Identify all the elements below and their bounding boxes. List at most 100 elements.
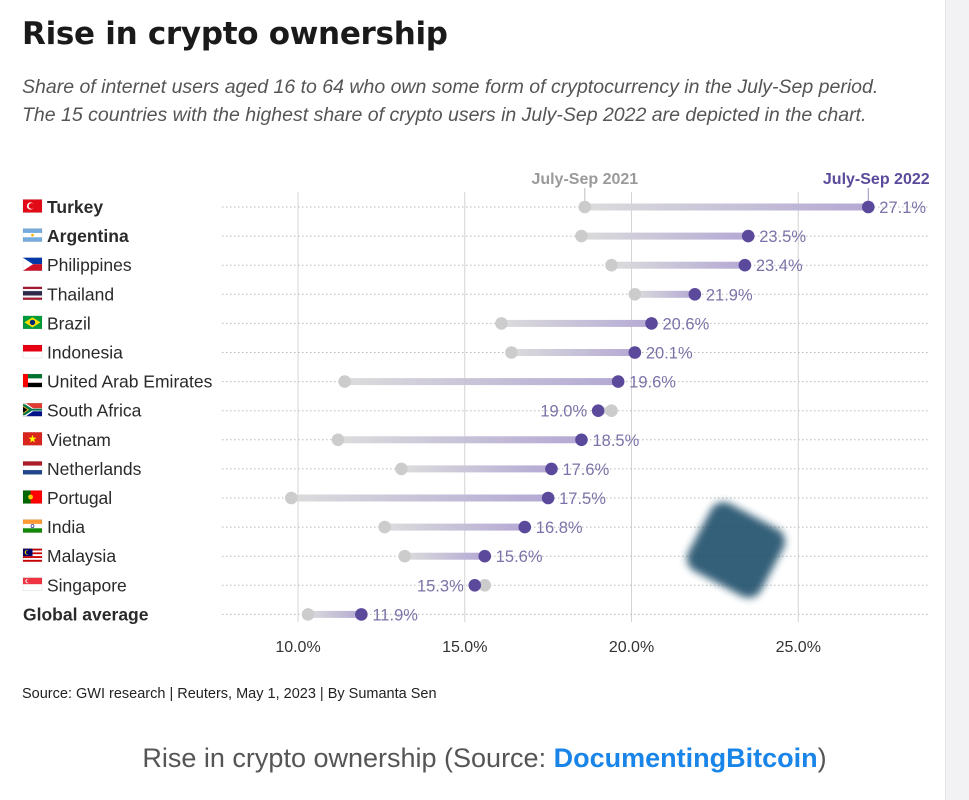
flag-part bbox=[28, 494, 33, 500]
figure-caption: Rise in crypto ownership (Source: Docume… bbox=[0, 743, 969, 774]
value-label-2022: 17.5% bbox=[559, 490, 606, 508]
flag-part bbox=[26, 579, 31, 583]
dot-2022 bbox=[628, 346, 642, 359]
dot-2022 bbox=[611, 375, 625, 388]
flag-border bbox=[22, 490, 43, 504]
dot-2022 bbox=[575, 433, 588, 447]
flag-part bbox=[23, 406, 28, 413]
value-label-2022: 20.1% bbox=[646, 345, 693, 363]
value-label-2022: 17.6% bbox=[562, 461, 609, 479]
flag-part bbox=[23, 404, 42, 416]
dumbbell-chart: 10.0% 15.0% 20.0% 25.0% July-Sep 2021 July-Se… bbox=[22, 171, 930, 656]
flag-part bbox=[23, 490, 31, 504]
flag-part bbox=[23, 257, 42, 265]
country-label: South Africa bbox=[47, 401, 142, 421]
dot-2022 bbox=[738, 258, 752, 272]
flag-part bbox=[23, 257, 33, 271]
flag-border bbox=[22, 548, 43, 562]
value-label-2022: 15.3% bbox=[417, 577, 464, 595]
flag-part bbox=[23, 461, 42, 466]
flag-border bbox=[22, 432, 43, 446]
flag-part bbox=[23, 291, 42, 296]
documenting-bitcoin-link[interactable]: DocumentingBitcoin bbox=[553, 743, 818, 773]
legend-label-2022: July-Sep 2022 bbox=[823, 171, 930, 188]
connector-bar bbox=[401, 465, 552, 473]
dot-2022 bbox=[541, 491, 555, 505]
chart-row-united-arab-emirates: United Arab Emirates 19.6% bbox=[22, 372, 930, 392]
country-label: Argentina bbox=[47, 226, 129, 246]
country-label: Malaysia bbox=[47, 546, 116, 566]
india-flag bbox=[22, 519, 43, 533]
country-label: Brazil bbox=[47, 313, 91, 333]
dot-2021 bbox=[398, 549, 412, 563]
flag-border bbox=[22, 519, 43, 533]
chart-row-south-africa: South Africa 19.0% bbox=[22, 401, 930, 421]
flag-border bbox=[22, 257, 43, 271]
dot-2022 bbox=[518, 520, 532, 534]
flag-part bbox=[23, 556, 42, 558]
connector-bar bbox=[384, 523, 525, 531]
dot-2022 bbox=[545, 462, 558, 476]
dot-2021 bbox=[495, 317, 508, 330]
flag-part bbox=[23, 465, 42, 471]
chart-subtitle-line-2: The 15 countries with the highest share … bbox=[22, 104, 867, 126]
dot-2021 bbox=[628, 288, 642, 301]
uae-flag bbox=[22, 373, 43, 388]
chart-row-singapore: Singapore 15.3% bbox=[22, 575, 930, 595]
chart-row-philippines: Philippines 23.4% bbox=[22, 255, 930, 275]
flag-part bbox=[23, 264, 42, 271]
netherlands-flag bbox=[22, 461, 43, 475]
x-tick-label: 25.0% bbox=[776, 639, 821, 656]
x-tick-label: 15.0% bbox=[442, 639, 487, 656]
flag-part bbox=[23, 584, 42, 591]
malaysia-flag bbox=[22, 548, 43, 562]
flag-part bbox=[23, 577, 42, 585]
flag-border bbox=[22, 577, 43, 592]
flag-border bbox=[22, 315, 43, 330]
flag-part bbox=[30, 524, 35, 528]
dot-2022 bbox=[741, 229, 755, 243]
flag-part bbox=[23, 528, 42, 533]
dot-2021 bbox=[605, 258, 618, 272]
flag-border bbox=[22, 461, 43, 475]
connector-bar bbox=[598, 407, 612, 415]
value-label-2022: 11.9% bbox=[372, 606, 418, 624]
dot-2021 bbox=[285, 491, 298, 505]
country-label: Singapore bbox=[47, 575, 127, 595]
value-label-2022: 16.8% bbox=[536, 519, 583, 537]
south-africa-flag bbox=[22, 402, 43, 417]
value-label-2022: 20.6% bbox=[663, 315, 710, 333]
country-label: United Arab Emirates bbox=[47, 372, 213, 392]
value-label-2022: 19.0% bbox=[540, 403, 587, 421]
dot-2021 bbox=[605, 404, 618, 417]
chart-row-malaysia: Malaysia 15.6% bbox=[22, 546, 930, 566]
value-label-2022: 23.5% bbox=[759, 228, 806, 246]
dot-2021 bbox=[301, 608, 315, 621]
chart-row-thailand: Thailand 21.9% bbox=[22, 284, 930, 304]
flag-border bbox=[22, 373, 43, 388]
flag-part bbox=[23, 378, 42, 383]
flag-part bbox=[23, 557, 42, 560]
value-label-2022: 23.4% bbox=[756, 257, 803, 275]
thailand-flag bbox=[22, 286, 43, 301]
flag-part bbox=[23, 523, 42, 529]
flag-part bbox=[23, 559, 42, 562]
flag-part bbox=[29, 319, 36, 326]
country-label: Philippines bbox=[47, 255, 132, 275]
connector-bar bbox=[611, 261, 745, 269]
country-label: Global average bbox=[23, 604, 149, 624]
chart-subtitle-line-1: Share of internet users aged 16 to 64 wh… bbox=[22, 76, 879, 98]
chart-row-india: India 16.8% bbox=[22, 517, 930, 537]
flag-part bbox=[23, 519, 42, 524]
value-label-2022: 27.1% bbox=[879, 199, 926, 217]
dot-2022 bbox=[861, 200, 875, 214]
value-label-2022: 18.5% bbox=[592, 432, 639, 450]
connector-bar bbox=[634, 290, 695, 298]
value-label-2022: 15.6% bbox=[496, 548, 543, 566]
country-label: Portugal bbox=[47, 488, 112, 508]
legend-label-2021: July-Sep 2021 bbox=[531, 171, 638, 188]
flag-border bbox=[22, 402, 43, 417]
connector-bar bbox=[344, 378, 619, 386]
dot-2021 bbox=[395, 462, 408, 476]
connector-bar bbox=[291, 494, 549, 502]
